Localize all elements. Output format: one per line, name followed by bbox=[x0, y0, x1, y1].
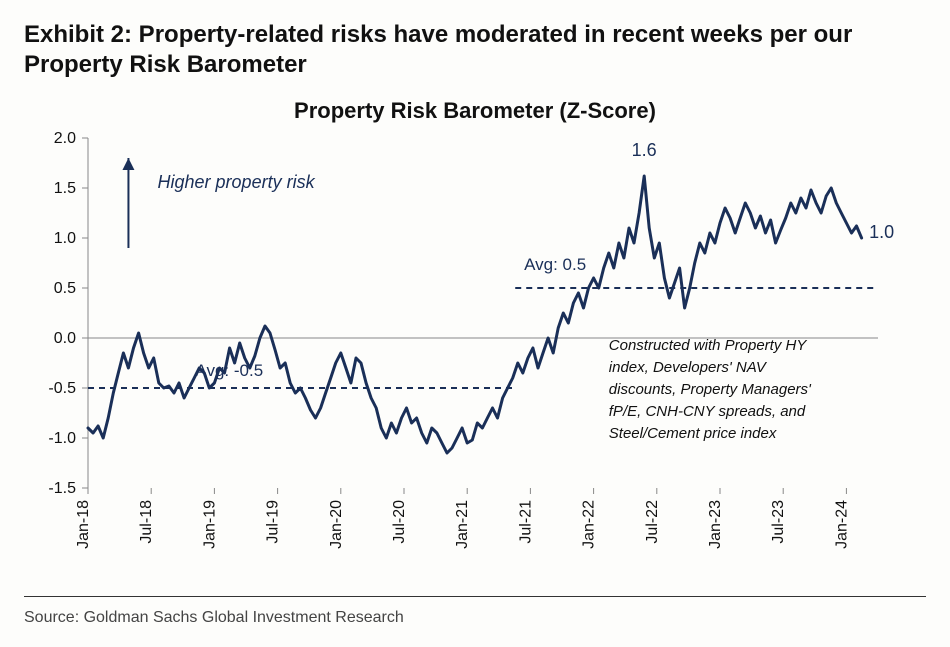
svg-text:Jan-22: Jan-22 bbox=[581, 500, 598, 549]
svg-text:2.0: 2.0 bbox=[54, 130, 76, 147]
svg-text:Jan-21: Jan-21 bbox=[454, 500, 471, 549]
source-line: Source: Goldman Sachs Global Investment … bbox=[24, 609, 926, 627]
svg-text:Jul-19: Jul-19 bbox=[265, 500, 282, 544]
property-risk-chart: Property Risk Barometer (Z-Score) -1.5 -1.… bbox=[24, 98, 926, 568]
svg-text:Jan-20: Jan-20 bbox=[328, 500, 345, 549]
svg-text:Property Risk Barometer (Z-Sco: Property Risk Barometer (Z-Score) bbox=[294, 98, 656, 123]
chart-container: Property Risk Barometer (Z-Score) -1.5 -1.… bbox=[24, 98, 926, 568]
svg-text:-0.5: -0.5 bbox=[48, 380, 76, 397]
svg-text:Steel/Cement price index: Steel/Cement price index bbox=[609, 425, 777, 442]
svg-text:Jul-21: Jul-21 bbox=[517, 500, 534, 544]
svg-text:Jul-18: Jul-18 bbox=[138, 500, 155, 544]
svg-text:-1.5: -1.5 bbox=[48, 480, 76, 497]
svg-text:Jul-20: Jul-20 bbox=[391, 500, 408, 544]
svg-text:0.0: 0.0 bbox=[54, 330, 76, 347]
svg-text:1.6: 1.6 bbox=[632, 140, 657, 160]
divider bbox=[24, 596, 926, 597]
svg-text:fP/E, CNH-CNY spreads, and: fP/E, CNH-CNY spreads, and bbox=[609, 403, 806, 420]
svg-text:Jul-22: Jul-22 bbox=[644, 500, 661, 544]
exhibit-title: Exhibit 2: Property-related risks have m… bbox=[24, 20, 926, 80]
svg-text:Avg: 0.5: Avg: 0.5 bbox=[524, 255, 586, 274]
svg-text:Jul-23: Jul-23 bbox=[770, 500, 787, 544]
svg-text:Jan-24: Jan-24 bbox=[833, 500, 850, 549]
svg-text:0.5: 0.5 bbox=[54, 280, 76, 297]
svg-text:-1.0: -1.0 bbox=[48, 430, 76, 447]
svg-text:Jan-19: Jan-19 bbox=[201, 500, 218, 549]
svg-text:Constructed with Property HY: Constructed with Property HY bbox=[609, 337, 808, 354]
svg-text:1.5: 1.5 bbox=[54, 180, 76, 197]
svg-text:discounts, Property Managers': discounts, Property Managers' bbox=[609, 381, 812, 398]
svg-text:Jan-18: Jan-18 bbox=[75, 500, 92, 549]
svg-text:1.0: 1.0 bbox=[54, 230, 76, 247]
svg-text:1.0: 1.0 bbox=[869, 222, 894, 242]
svg-text:Higher property risk: Higher property risk bbox=[158, 172, 316, 192]
svg-text:index, Developers' NAV: index, Developers' NAV bbox=[609, 359, 768, 376]
svg-text:Jan-23: Jan-23 bbox=[707, 500, 724, 549]
